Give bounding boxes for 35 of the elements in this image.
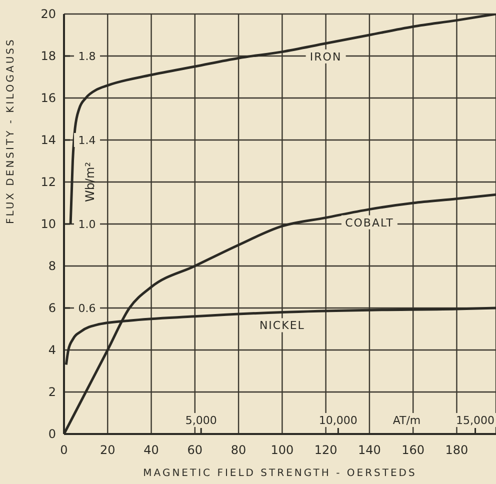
x-axis-title: MAGNETIC FIELD STRENGTH - OERSTEDS	[143, 468, 417, 479]
x-tick-label: 40	[144, 443, 159, 457]
series-label: IRON	[310, 50, 342, 64]
y-tick-label: 14	[40, 133, 56, 147]
y-tick-label: 4	[48, 343, 56, 357]
y-tick-label: 8	[48, 259, 56, 273]
x2-tick-label: 10,000	[318, 414, 358, 427]
x-tick-label: 100	[270, 443, 294, 457]
x-tick-label: 160	[402, 443, 425, 457]
y-axis-title: FLUX DENSITY - KILOGAUSS	[6, 38, 17, 224]
y-tick-label: 2	[48, 385, 56, 399]
series-label: NICKEL	[259, 319, 305, 332]
y2-tick-label: 1.4	[78, 134, 96, 147]
y2-tick-label: 1.0	[78, 218, 96, 231]
x-tick-label: 80	[230, 443, 246, 457]
y-tick-label: 10	[40, 217, 56, 231]
x2-tick-label: 5,000	[185, 414, 217, 427]
x-tick-label: 0	[60, 443, 68, 457]
y-tick-label: 0	[48, 427, 56, 441]
x2-axis-title: AT/m	[392, 414, 421, 427]
y-tick-label: 20	[40, 7, 56, 21]
x-tick-label: 20	[100, 443, 116, 457]
series-label: COBALT	[345, 216, 394, 230]
y-tick-label: 6	[48, 301, 56, 315]
y-tick-label: 12	[40, 175, 56, 189]
x-tick-label: 140	[358, 443, 381, 457]
y2-tick-label: 0.6	[78, 302, 96, 315]
x-tick-label: 180	[445, 443, 468, 457]
x-tick-label: 120	[314, 443, 338, 457]
y2-tick-label: 1.8	[78, 50, 96, 63]
y-tick-label: 16	[40, 91, 56, 105]
y-tick-label: 18	[40, 49, 56, 63]
x2-tick-label: 15,000	[456, 414, 495, 427]
y2-axis-title: Wb/m²	[83, 162, 97, 202]
x-tick-label: 60	[187, 443, 203, 457]
